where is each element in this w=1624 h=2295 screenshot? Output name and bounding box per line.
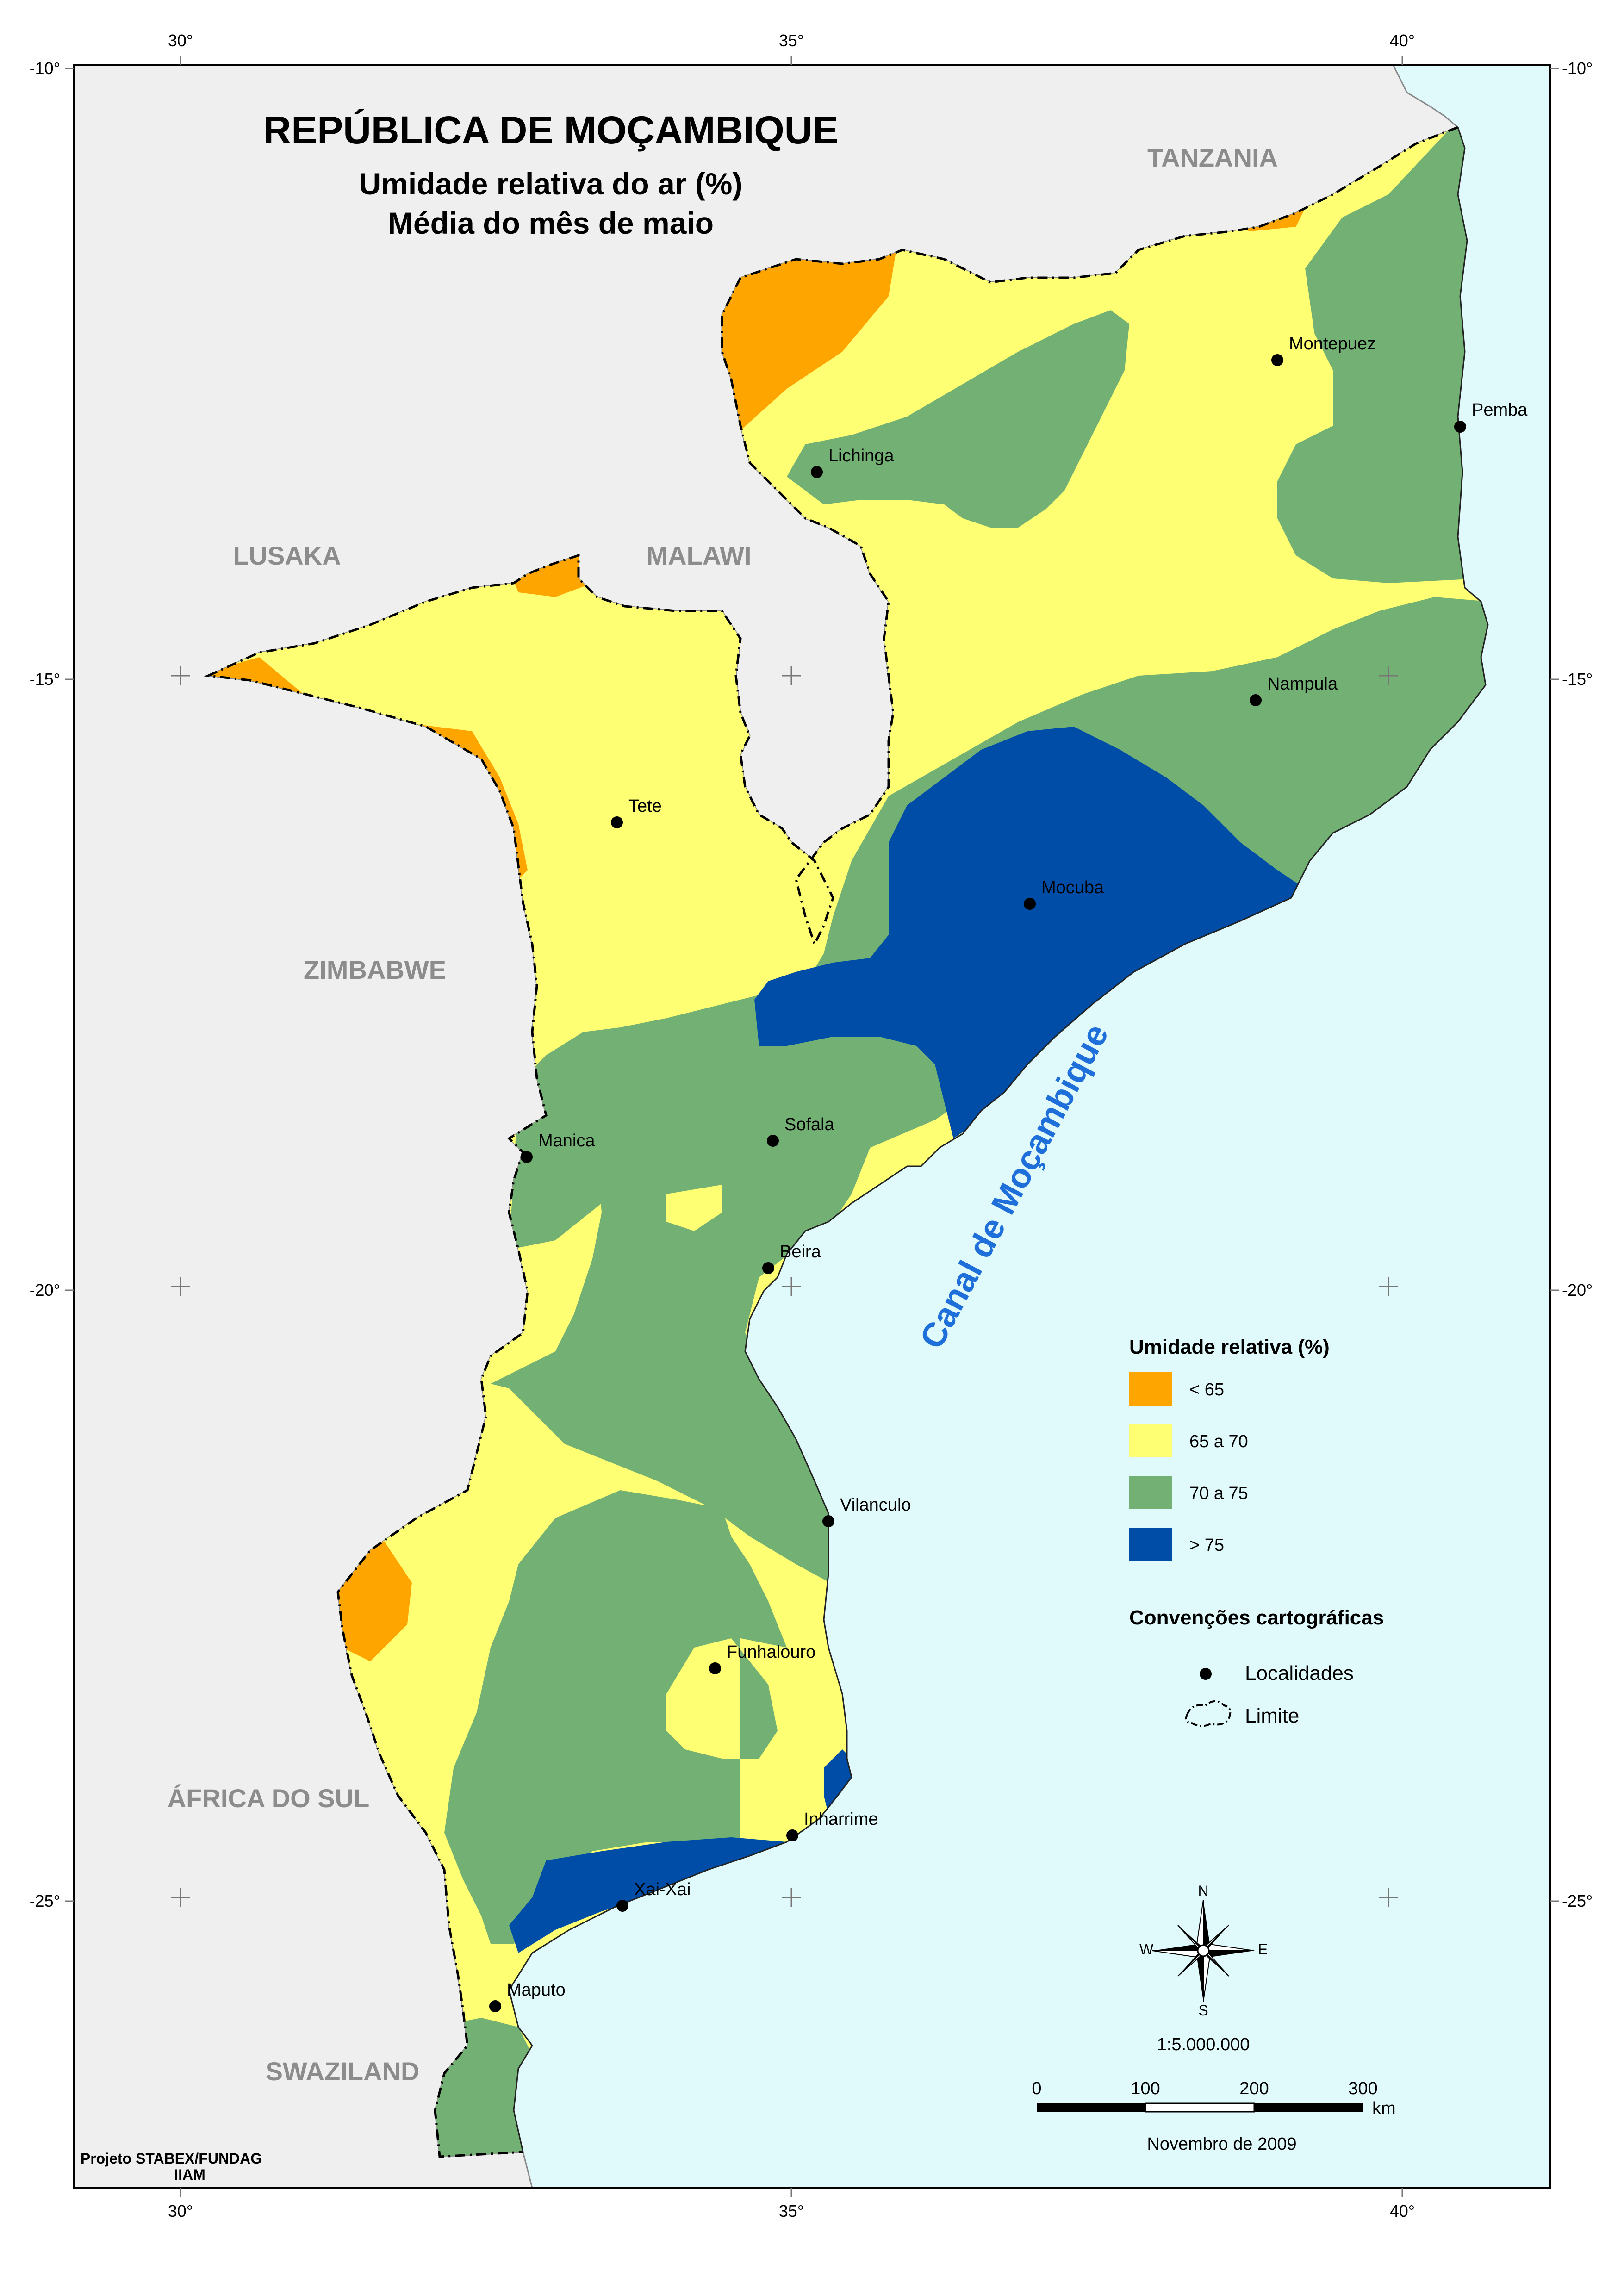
zone-65-70-island bbox=[666, 1185, 722, 1231]
credit-project: Projeto STABEX/FUNDAG bbox=[81, 2150, 262, 2167]
city-dot bbox=[811, 466, 823, 478]
legend-swatch-lt65 bbox=[1129, 1372, 1172, 1406]
city-dot bbox=[822, 1515, 834, 1527]
country-label-south-africa: ÁFRICA DO SUL bbox=[168, 1784, 370, 1813]
city-label-montepuez: Montepuez bbox=[1289, 334, 1376, 354]
city-label-vilanculo: Vilanculo bbox=[840, 1495, 911, 1515]
map-title: REPÚBLICA DE MOÇAMBIQUE bbox=[263, 108, 839, 152]
city-dot bbox=[1024, 898, 1036, 910]
city-label-funhalouro: Funhalouro bbox=[727, 1642, 815, 1662]
lon-label-30-top: 30° bbox=[168, 31, 193, 50]
city-label-lichinga: Lichinga bbox=[828, 446, 894, 466]
legend-label-65-70: 65 a 70 bbox=[1189, 1432, 1248, 1451]
city-dot bbox=[1250, 694, 1262, 706]
zone-70-75-lichinga bbox=[787, 310, 1129, 528]
legend-title: Umidade relativa (%) bbox=[1129, 1336, 1330, 1358]
city-dot bbox=[786, 1829, 798, 1841]
city-label-maputo: Maputo bbox=[507, 1980, 566, 2000]
coastline bbox=[508, 127, 1489, 2152]
legend-swatch-gt75 bbox=[1129, 1528, 1172, 1561]
scale-unit: km bbox=[1372, 2099, 1396, 2118]
legend-label-gt75: > 75 bbox=[1189, 1536, 1224, 1555]
lat-label-10-right: -10° bbox=[1562, 59, 1593, 78]
lon-label-35-bottom: 35° bbox=[779, 2202, 804, 2220]
lat-label-10-left: -10° bbox=[30, 59, 60, 78]
compass-n: N bbox=[1198, 1883, 1208, 1899]
city-dot bbox=[1454, 421, 1466, 433]
city-dot bbox=[1271, 354, 1283, 366]
scale-ratio: 1:5.000.000 bbox=[1157, 2035, 1250, 2054]
legend-label-lt65: < 65 bbox=[1189, 1380, 1224, 1399]
cities: Montepuez Pemba Lichinga Nampula Tete Mo… bbox=[489, 334, 1528, 2012]
lat-label-15-right: -15° bbox=[1562, 670, 1593, 689]
country-label-tanzania: TANZANIA bbox=[1147, 143, 1278, 172]
zone-lt65-north bbox=[713, 241, 898, 430]
lat-label-25-right: -25° bbox=[1562, 1891, 1593, 1910]
conventions-title: Convenções cartográficas bbox=[1129, 1606, 1384, 1629]
compass-w: W bbox=[1139, 1941, 1154, 1958]
city-label-tete: Tete bbox=[628, 796, 662, 816]
city-label-beira: Beira bbox=[780, 1242, 821, 1262]
scale-tick-300: 300 bbox=[1348, 2079, 1377, 2098]
map-subtitle-2: Média do mês de maio bbox=[388, 206, 714, 240]
lon-label-40-bottom: 40° bbox=[1390, 2202, 1415, 2220]
city-dot bbox=[489, 2000, 501, 2012]
localities-symbol bbox=[1200, 1668, 1212, 1680]
city-label-nampula: Nampula bbox=[1267, 674, 1338, 694]
legend-swatch-70-75 bbox=[1129, 1476, 1172, 1509]
country-label-swaziland: SWAZILAND bbox=[266, 2057, 420, 2086]
city-dot bbox=[521, 1151, 533, 1163]
scale-tick-0: 0 bbox=[1032, 2079, 1041, 2098]
zone-lt65-tete-tip bbox=[509, 551, 592, 597]
zone-70-75-central bbox=[444, 1490, 787, 1944]
scale-tick-100: 100 bbox=[1131, 2079, 1160, 2098]
lat-label-20-right: -20° bbox=[1562, 1281, 1593, 1300]
country-label-zimbabwe: ZIMBABWE bbox=[304, 955, 446, 984]
lat-label-20-left: -20° bbox=[30, 1281, 60, 1300]
compass-e: E bbox=[1258, 1941, 1268, 1958]
country-label-lusaka: LUSAKA bbox=[233, 541, 341, 570]
city-dot bbox=[709, 1662, 721, 1674]
graticule bbox=[65, 56, 1559, 2197]
city-label-mocuba: Mocuba bbox=[1041, 878, 1104, 897]
legend: Umidade relativa (%) < 65 65 a 70 70 a 7… bbox=[1129, 1336, 1384, 1727]
limit-symbol bbox=[1185, 1700, 1232, 1727]
city-label-xaixai: Xai-Xai bbox=[634, 1880, 691, 1899]
credit-institution: IIAM bbox=[174, 2166, 205, 2183]
city-dot bbox=[616, 1900, 628, 1912]
city-dot bbox=[611, 816, 623, 828]
map-frame bbox=[73, 64, 1551, 2189]
city-dot bbox=[767, 1135, 779, 1147]
legend-swatch-65-70 bbox=[1129, 1424, 1172, 1457]
city-label-manica: Manica bbox=[538, 1131, 595, 1151]
lon-label-35-top: 35° bbox=[779, 31, 804, 50]
city-dot bbox=[762, 1262, 774, 1274]
mozambique-boundary bbox=[204, 126, 1458, 2158]
legend-label-70-75: 70 a 75 bbox=[1189, 1484, 1248, 1503]
scale-bar: 0 100 200 300 km bbox=[1032, 2079, 1395, 2118]
lat-label-15-left: -15° bbox=[30, 670, 60, 689]
zone-70-75-northeast bbox=[1277, 127, 1481, 583]
zone-70-75-manica bbox=[509, 995, 833, 1250]
lat-label-25-left: -25° bbox=[30, 1891, 60, 1910]
city-label-inharrime: Inharrime bbox=[804, 1810, 878, 1829]
limit-label: Limite bbox=[1245, 1704, 1299, 1727]
city-label-sofala: Sofala bbox=[784, 1115, 835, 1134]
lon-label-40-top: 40° bbox=[1390, 31, 1415, 50]
compass-rose: N S E W bbox=[1139, 1883, 1268, 2019]
map-subtitle-1: Umidade relativa do ar (%) bbox=[359, 167, 743, 201]
compass-s: S bbox=[1198, 2002, 1208, 2019]
scale-tick-200: 200 bbox=[1239, 2079, 1269, 2098]
city-label-pemba: Pemba bbox=[1472, 400, 1528, 420]
localities-label: Localidades bbox=[1245, 1662, 1354, 1685]
lon-label-30-bottom: 30° bbox=[168, 2202, 193, 2220]
country-label-malawi: MALAWI bbox=[646, 541, 751, 570]
zone-gt75-mocuba bbox=[754, 727, 1342, 1138]
map-date: Novembro de 2009 bbox=[1147, 2134, 1296, 2154]
